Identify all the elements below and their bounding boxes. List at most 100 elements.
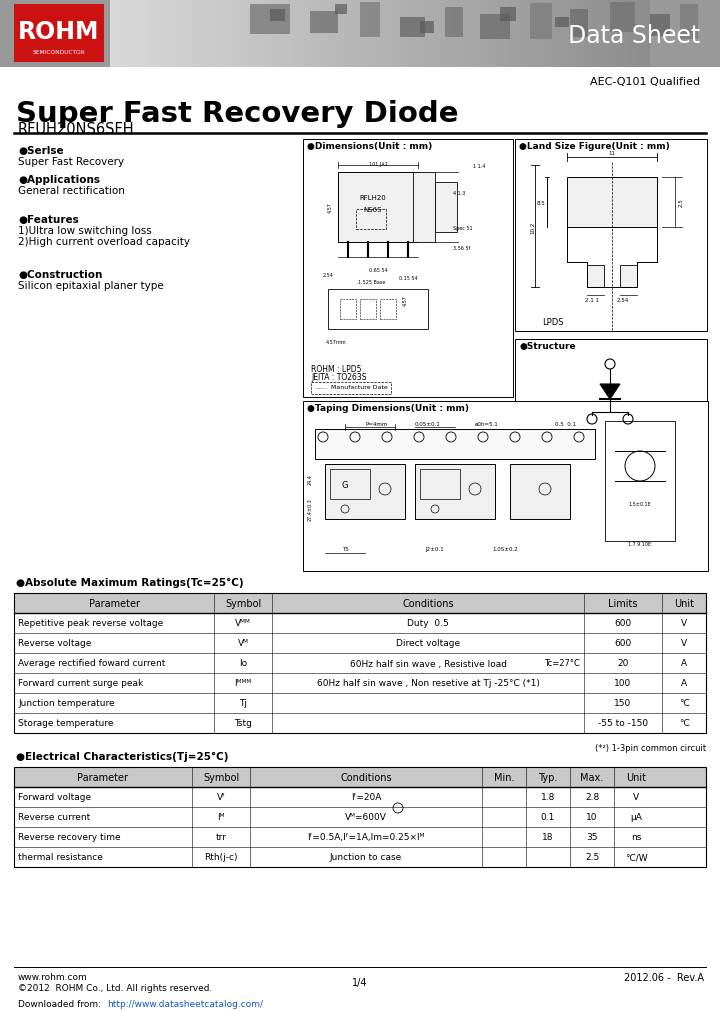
Bar [310, 12, 338, 34]
Bar [400, 0, 402, 68]
Bar [279, 0, 281, 68]
Text: Typ.: Typ. [539, 772, 558, 783]
Text: Vᴹᴹ: Vᴹᴹ [235, 619, 251, 628]
Text: °C/W: °C/W [625, 852, 647, 861]
Bar [554, 0, 557, 68]
Bar [151, 0, 153, 68]
Bar [14, 827, 706, 847]
Bar [319, 0, 320, 68]
Circle shape [446, 433, 456, 443]
Text: Storage temperature: Storage temperature [18, 719, 114, 728]
Bar [266, 0, 269, 68]
Bar [344, 0, 346, 68]
Bar [407, 0, 409, 68]
Text: Super Fast Recovery: Super Fast Recovery [18, 157, 124, 167]
Bar [464, 0, 467, 68]
Bar [234, 0, 236, 68]
Bar [436, 0, 438, 68]
Bar [189, 0, 191, 68]
Bar [119, 0, 121, 68]
Bar [168, 0, 169, 68]
Text: Direct voltage: Direct voltage [396, 639, 460, 648]
Text: 2)High current overload capacity: 2)High current overload capacity [18, 237, 190, 247]
Bar [445, 8, 463, 38]
Bar [202, 0, 204, 68]
Text: Conditions: Conditions [402, 599, 454, 609]
Bar [182, 0, 184, 68]
Bar [497, 0, 499, 68]
Text: ●Land Size Figure(Unit : mm): ●Land Size Figure(Unit : mm) [519, 142, 670, 151]
Bar [560, 0, 562, 68]
Bar [229, 0, 230, 68]
Bar [281, 0, 283, 68]
Bar [270, 0, 272, 68]
Bar [530, 4, 552, 40]
Bar [330, 0, 331, 68]
Bar [355, 0, 356, 68]
Bar [216, 0, 218, 68]
Text: Io: Io [239, 659, 247, 668]
Text: G: G [342, 480, 348, 489]
Bar [644, 0, 647, 68]
Text: 1.5±0.1E: 1.5±0.1E [629, 501, 652, 507]
Bar [546, 0, 547, 68]
Bar [531, 0, 533, 68]
Bar [360, 3, 380, 38]
Bar [223, 0, 225, 68]
Text: 10.2: 10.2 [531, 221, 536, 234]
Bar [115, 0, 117, 68]
Bar [610, 3, 635, 33]
Bar [325, 464, 405, 520]
Text: thermal resistance: thermal resistance [18, 852, 103, 861]
Bar [547, 0, 549, 68]
Text: Min.: Min. [494, 772, 514, 783]
Bar [551, 0, 553, 68]
Bar [317, 0, 319, 68]
Text: Vᶠ: Vᶠ [217, 793, 225, 802]
Bar [459, 0, 461, 68]
Bar [618, 0, 619, 68]
Bar [306, 0, 308, 68]
Bar [230, 0, 233, 68]
Bar [150, 0, 151, 68]
Bar [480, 15, 510, 40]
Text: http://www.datasheetcatalog.com/: http://www.datasheetcatalog.com/ [107, 999, 263, 1008]
Text: Super Fast Recovery Diode: Super Fast Recovery Diode [16, 100, 459, 127]
Circle shape [414, 433, 424, 443]
Bar [608, 0, 611, 68]
Bar [380, 0, 382, 68]
Bar [180, 0, 182, 68]
Bar [387, 0, 389, 68]
Text: P=4mm: P=4mm [365, 422, 387, 427]
Bar [176, 0, 179, 68]
Bar [650, 15, 670, 37]
Bar [475, 0, 477, 68]
Bar [590, 0, 593, 68]
Bar [389, 0, 391, 68]
Bar [612, 0, 614, 68]
Bar [485, 0, 486, 68]
Bar [616, 0, 618, 68]
Bar [571, 0, 572, 68]
Bar [432, 0, 434, 68]
Bar [135, 0, 137, 68]
Text: ●Applications: ●Applications [18, 175, 100, 185]
Text: Reverse voltage: Reverse voltage [18, 639, 91, 648]
Bar [549, 0, 551, 68]
Bar [303, 140, 513, 397]
Bar [315, 0, 317, 68]
Bar [171, 0, 173, 68]
Text: μA: μA [630, 813, 642, 822]
Text: 150: 150 [614, 699, 631, 708]
Bar [511, 0, 513, 68]
Text: ●Dimensions(Unit : mm): ●Dimensions(Unit : mm) [307, 142, 432, 151]
Bar [367, 0, 369, 68]
Bar [14, 767, 706, 788]
Bar [434, 0, 436, 68]
Bar [312, 0, 313, 68]
Text: Silicon epitaxial planer type: Silicon epitaxial planer type [18, 281, 163, 291]
Text: 4.57mm: 4.57mm [326, 340, 346, 345]
Bar [157, 0, 158, 68]
Bar [515, 140, 707, 332]
Bar [555, 18, 569, 28]
